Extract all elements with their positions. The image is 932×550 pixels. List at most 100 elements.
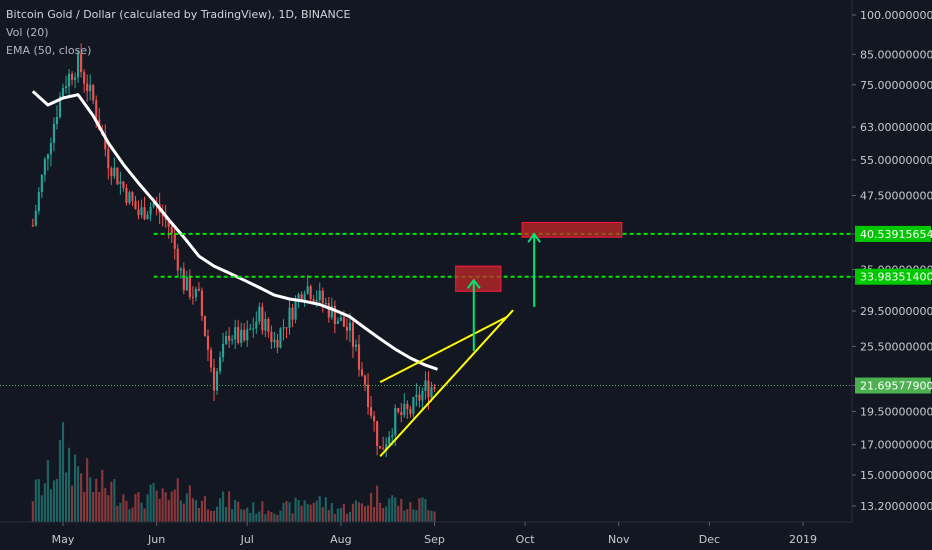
candle <box>406 400 409 419</box>
candle <box>131 191 134 206</box>
volume-bar <box>243 509 246 522</box>
candle <box>370 395 373 419</box>
y-tick-label: 25.50000000 <box>860 340 932 353</box>
candle <box>191 286 194 305</box>
volume-bar <box>215 506 219 522</box>
volume-bar <box>379 502 382 522</box>
candle-body <box>354 344 358 347</box>
candle-body <box>152 202 155 207</box>
volume-bar <box>285 501 288 522</box>
candle-body <box>370 407 373 416</box>
candle-body <box>267 318 270 332</box>
candle <box>167 219 170 239</box>
candle <box>282 319 285 341</box>
candle <box>360 362 364 377</box>
candle-body <box>367 384 370 408</box>
candle <box>409 405 412 418</box>
candle-body <box>406 403 409 409</box>
candles <box>31 43 436 458</box>
candle-body <box>161 213 164 217</box>
candle-body <box>67 73 71 87</box>
volume-bar <box>421 497 424 522</box>
candle-body <box>197 288 200 291</box>
price-label-bg <box>855 268 931 285</box>
candle-body <box>246 329 249 341</box>
candle <box>237 320 240 345</box>
candle <box>34 204 37 227</box>
volume-bar <box>125 500 128 522</box>
volume-bar <box>61 422 65 522</box>
volume-bar <box>403 510 406 522</box>
volume-bar <box>351 503 355 522</box>
candle <box>415 383 418 407</box>
volume-bar <box>231 509 234 522</box>
candle <box>376 420 379 456</box>
candle-body <box>176 248 179 271</box>
volume-bar <box>104 488 107 522</box>
x-tick-label: 2019 <box>789 533 817 546</box>
candle-body <box>348 322 351 331</box>
candle-body <box>219 357 222 372</box>
candle <box>89 74 92 101</box>
volume-bar <box>119 503 122 522</box>
y-tick-label: 19.50000000 <box>860 405 932 418</box>
volume-bar <box>110 481 113 522</box>
candle-body <box>146 214 149 220</box>
candle <box>231 335 234 345</box>
volume-bar <box>376 485 379 522</box>
chart-legend: Bitcoin Gold / Dollar (calculated by Tra… <box>6 6 350 60</box>
candle <box>306 275 309 295</box>
drawings[interactable] <box>153 221 852 458</box>
candle-body <box>49 143 52 155</box>
volume-bar <box>370 492 373 522</box>
volume-bar <box>385 506 388 522</box>
y-tick-label: 47.50000000 <box>860 190 932 203</box>
volume-bar <box>357 502 361 522</box>
volume-bar <box>203 495 207 522</box>
candle-body <box>31 225 34 227</box>
volume-bar <box>167 499 170 522</box>
volume-bar <box>64 472 68 522</box>
candle <box>367 373 370 415</box>
volume-bar <box>173 489 176 522</box>
volume-bar <box>409 502 412 522</box>
candle <box>222 332 225 362</box>
candle <box>243 323 246 342</box>
volume-bar <box>58 440 62 522</box>
candle-body <box>104 134 107 150</box>
volume-bar <box>412 509 415 522</box>
candle-body <box>279 328 282 348</box>
candle <box>176 244 179 277</box>
candle <box>107 139 110 180</box>
candle-body <box>306 286 309 294</box>
volume-bar <box>288 502 291 522</box>
candle-body <box>34 210 37 226</box>
candle-body <box>339 317 342 321</box>
volume-bar <box>92 491 95 522</box>
candle-body <box>167 219 170 227</box>
candle <box>46 153 49 171</box>
volume-bar <box>306 504 309 522</box>
candle <box>412 397 415 418</box>
volume-bar <box>267 510 270 522</box>
candle-body <box>131 192 134 201</box>
y-tick-label: 85.00000000 <box>860 48 932 61</box>
volume-bar <box>164 492 167 522</box>
candle <box>203 315 207 337</box>
candle-body <box>52 123 55 144</box>
candle-body <box>412 397 415 414</box>
candle <box>52 117 55 152</box>
candle-body <box>209 349 213 368</box>
volume-bar <box>179 500 182 522</box>
volume-bar <box>149 484 152 522</box>
candle-body <box>424 380 427 392</box>
candle <box>58 92 62 119</box>
volume-bar <box>433 511 436 522</box>
candle <box>234 319 237 350</box>
candle-body <box>80 53 83 73</box>
candle-body <box>228 335 231 341</box>
target-box <box>521 221 623 238</box>
candle <box>77 49 80 83</box>
volume-bar <box>188 485 191 522</box>
